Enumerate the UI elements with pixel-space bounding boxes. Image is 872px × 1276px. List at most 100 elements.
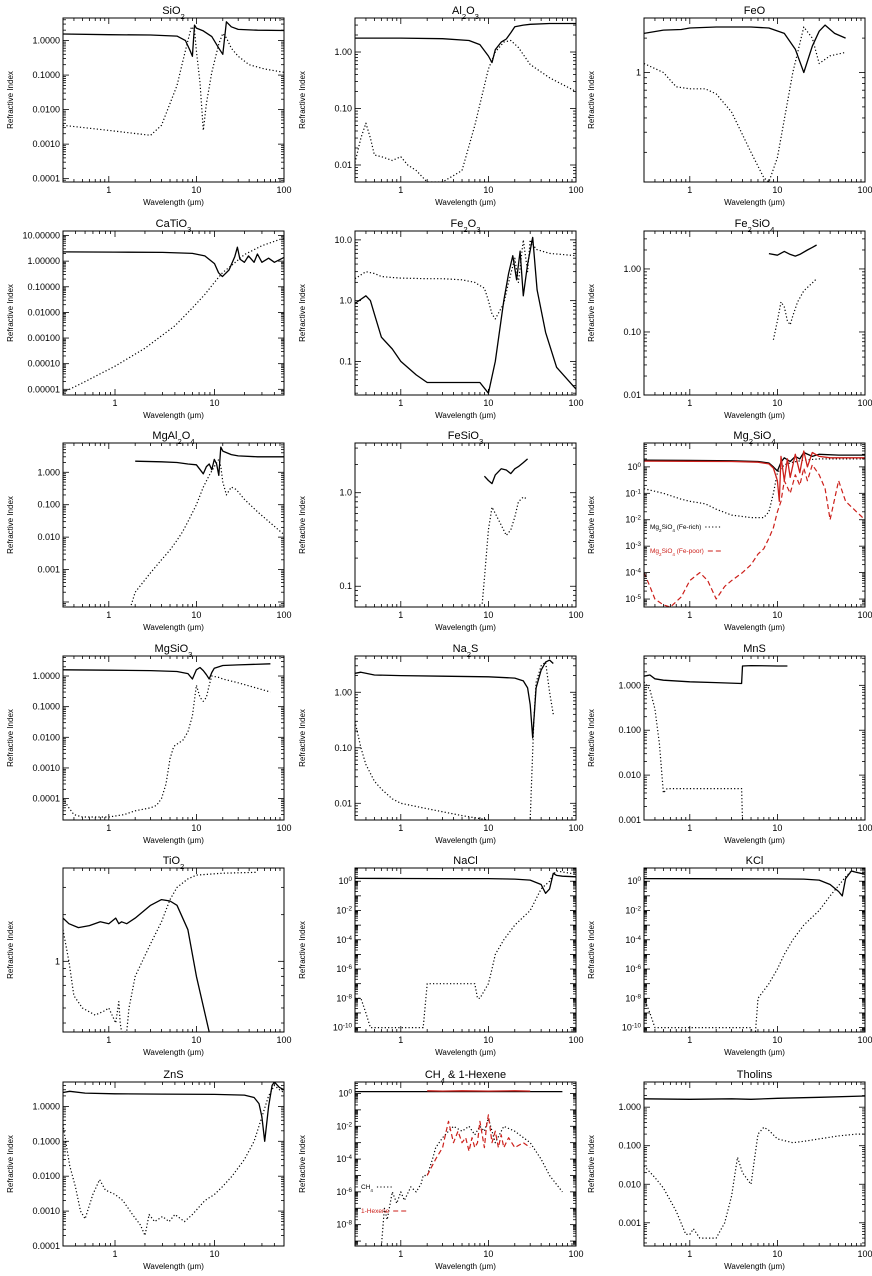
y-tick-label: 0.01 (623, 390, 641, 400)
x-tick-label: 100 (568, 1249, 583, 1259)
legend-label: 1-Hexene (361, 1208, 390, 1215)
y-tick-label: 0.001 (37, 565, 60, 575)
y-tick-label: 10-1 (625, 488, 641, 499)
y-tick-label: 0.00100 (27, 333, 60, 343)
series-line (63, 676, 270, 817)
x-axis-label: Wavelength (μm) (143, 1262, 204, 1271)
series-line (427, 1115, 530, 1176)
y-tick-label: 0.1 (339, 581, 352, 591)
series-line (63, 1085, 284, 1235)
plot-frame (644, 18, 865, 182)
y-tick-label: 0.01000 (27, 307, 60, 317)
x-tick-label: 100 (568, 1035, 583, 1045)
y-tick-label: 10-3 (625, 541, 641, 552)
x-tick-label: 10 (483, 398, 493, 408)
plot-frame (355, 656, 576, 820)
y-tick-label: 1.0 (339, 296, 352, 306)
series-line (484, 459, 527, 484)
x-tick-label: 10 (772, 185, 782, 195)
y-tick-label: 0.01 (334, 160, 352, 170)
x-tick-label: 10 (772, 823, 782, 833)
series-line (355, 871, 576, 1028)
series-line (773, 279, 816, 340)
x-tick-label: 100 (276, 1035, 291, 1045)
y-tick-label: 1 (55, 956, 60, 966)
series-line (63, 900, 209, 1032)
series-line (482, 497, 527, 604)
series-line (63, 238, 284, 393)
y-tick-label: 0.100 (37, 500, 60, 510)
y-tick-label: 1.0000 (32, 671, 60, 681)
y-tick-label: 0.10000 (27, 282, 60, 292)
y-tick-label: 10-8 (625, 993, 641, 1004)
y-axis-label: Refractive Index (587, 1135, 596, 1193)
y-tick-label: 0.100 (618, 725, 641, 735)
y-tick-label: 0.10 (623, 327, 641, 337)
y-axis-label: Refractive Index (6, 1135, 15, 1193)
x-tick-label: 10 (483, 1249, 493, 1259)
y-tick-label: 10-4 (625, 934, 641, 945)
series-line (135, 447, 284, 475)
x-axis-label: Wavelength (μm) (724, 1262, 785, 1271)
series-line (769, 245, 817, 256)
series-line (644, 451, 865, 501)
y-tick-label: 1.00 (334, 47, 352, 57)
y-axis-label: Refractive Index (298, 284, 307, 342)
x-tick-label: 100 (857, 1249, 872, 1259)
x-tick-label: 100 (857, 610, 872, 620)
y-tick-label: 0.00010 (27, 359, 60, 369)
x-tick-label: 100 (568, 823, 583, 833)
y-tick-label: 10-10 (333, 1022, 353, 1033)
series-line (131, 459, 284, 605)
y-tick-label: 1.000 (37, 467, 60, 477)
x-axis-label: Wavelength (μm) (435, 836, 496, 845)
y-tick-label: 0.10 (334, 743, 352, 753)
y-tick-label: 1.00000 (27, 256, 60, 266)
y-axis-label: Refractive Index (298, 1135, 307, 1193)
series-line (644, 682, 743, 820)
plot-frame (355, 868, 576, 1032)
series-line (355, 24, 576, 63)
y-axis-label: Refractive Index (6, 709, 15, 767)
y-tick-label: 0.010 (618, 770, 641, 780)
y-axis-label: Refractive Index (298, 921, 307, 979)
y-tick-label: 0.0010 (32, 1206, 60, 1216)
chart-title: ZnS (163, 1069, 183, 1081)
x-tick-label: 100 (276, 185, 291, 195)
x-tick-label: 10 (772, 398, 782, 408)
y-tick-label: 0.1000 (32, 702, 60, 712)
x-tick-label: 1 (398, 1035, 403, 1045)
x-axis-label: Wavelength (μm) (724, 623, 785, 632)
x-tick-label: 10 (483, 185, 493, 195)
x-axis-label: Wavelength (μm) (724, 836, 785, 845)
x-tick-label: 10 (191, 610, 201, 620)
x-tick-label: 1 (687, 398, 692, 408)
plot-frame (644, 231, 865, 395)
y-tick-label: 0.00001 (27, 384, 60, 394)
series-line (355, 237, 576, 393)
x-axis-label: Wavelength (μm) (435, 198, 496, 207)
series-line (644, 27, 846, 182)
y-tick-label: 1.0 (339, 488, 352, 498)
y-tick-label: 1.0000 (32, 1101, 60, 1111)
series-line (644, 465, 865, 607)
y-tick-label: 10-4 (625, 567, 641, 578)
y-tick-label: 0.0001 (32, 1241, 60, 1251)
y-tick-label: 1.00 (334, 687, 352, 697)
series-line (644, 459, 865, 518)
x-tick-label: 100 (568, 610, 583, 620)
x-tick-label: 10 (483, 823, 493, 833)
y-tick-label: 0.0001 (32, 174, 60, 184)
x-tick-label: 1 (398, 185, 403, 195)
x-tick-label: 100 (857, 823, 872, 833)
series-line (63, 872, 258, 1032)
y-tick-label: 0.0100 (32, 732, 60, 742)
